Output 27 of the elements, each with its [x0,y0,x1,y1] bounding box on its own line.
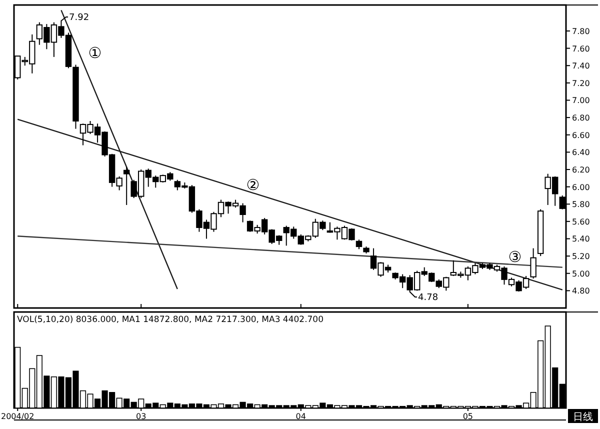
x-tick-label: 2004/02 [1,412,34,421]
y-tick-label: 7.60 [572,44,590,54]
y-tick-label: 6.60 [572,130,590,140]
y-tick-label: 6.00 [572,182,590,192]
y-tick-label: 6.40 [572,148,590,158]
y-tick-label: 7.40 [572,62,590,71]
annotation: ① [88,44,102,62]
annotation: ③ [508,248,522,266]
x-tick-label: 03 [136,412,146,421]
annotation: ② [246,176,260,194]
y-tick-label: 4.80 [572,286,590,296]
x-tick-label: 05 [462,412,474,421]
annotation: 7.92 [69,13,90,23]
text: 日线 [573,411,593,423]
y-tick-label: 5.20 [572,252,590,262]
y-tick-label: 7.80 [572,26,590,36]
y-tick-label: 6.20 [572,165,590,174]
y-tick-label: 5.60 [572,217,590,226]
y-tick-label: 7.20 [572,78,590,88]
y-tick-label: 5.00 [572,269,590,278]
y-tick-label: 5.40 [572,234,590,244]
x-tick-label: 04 [296,412,306,421]
y-tick-label: 6.80 [572,114,590,123]
annotation: 4.78 [418,293,438,303]
chart-title: VOL(5,10,20) 8036.000, MA1 14872.800, MA2 7217.300, MA3 4402.700 [17,315,324,325]
y-tick-label: 7.00 [572,96,590,106]
y-tick-label: 5.80 [572,200,590,210]
